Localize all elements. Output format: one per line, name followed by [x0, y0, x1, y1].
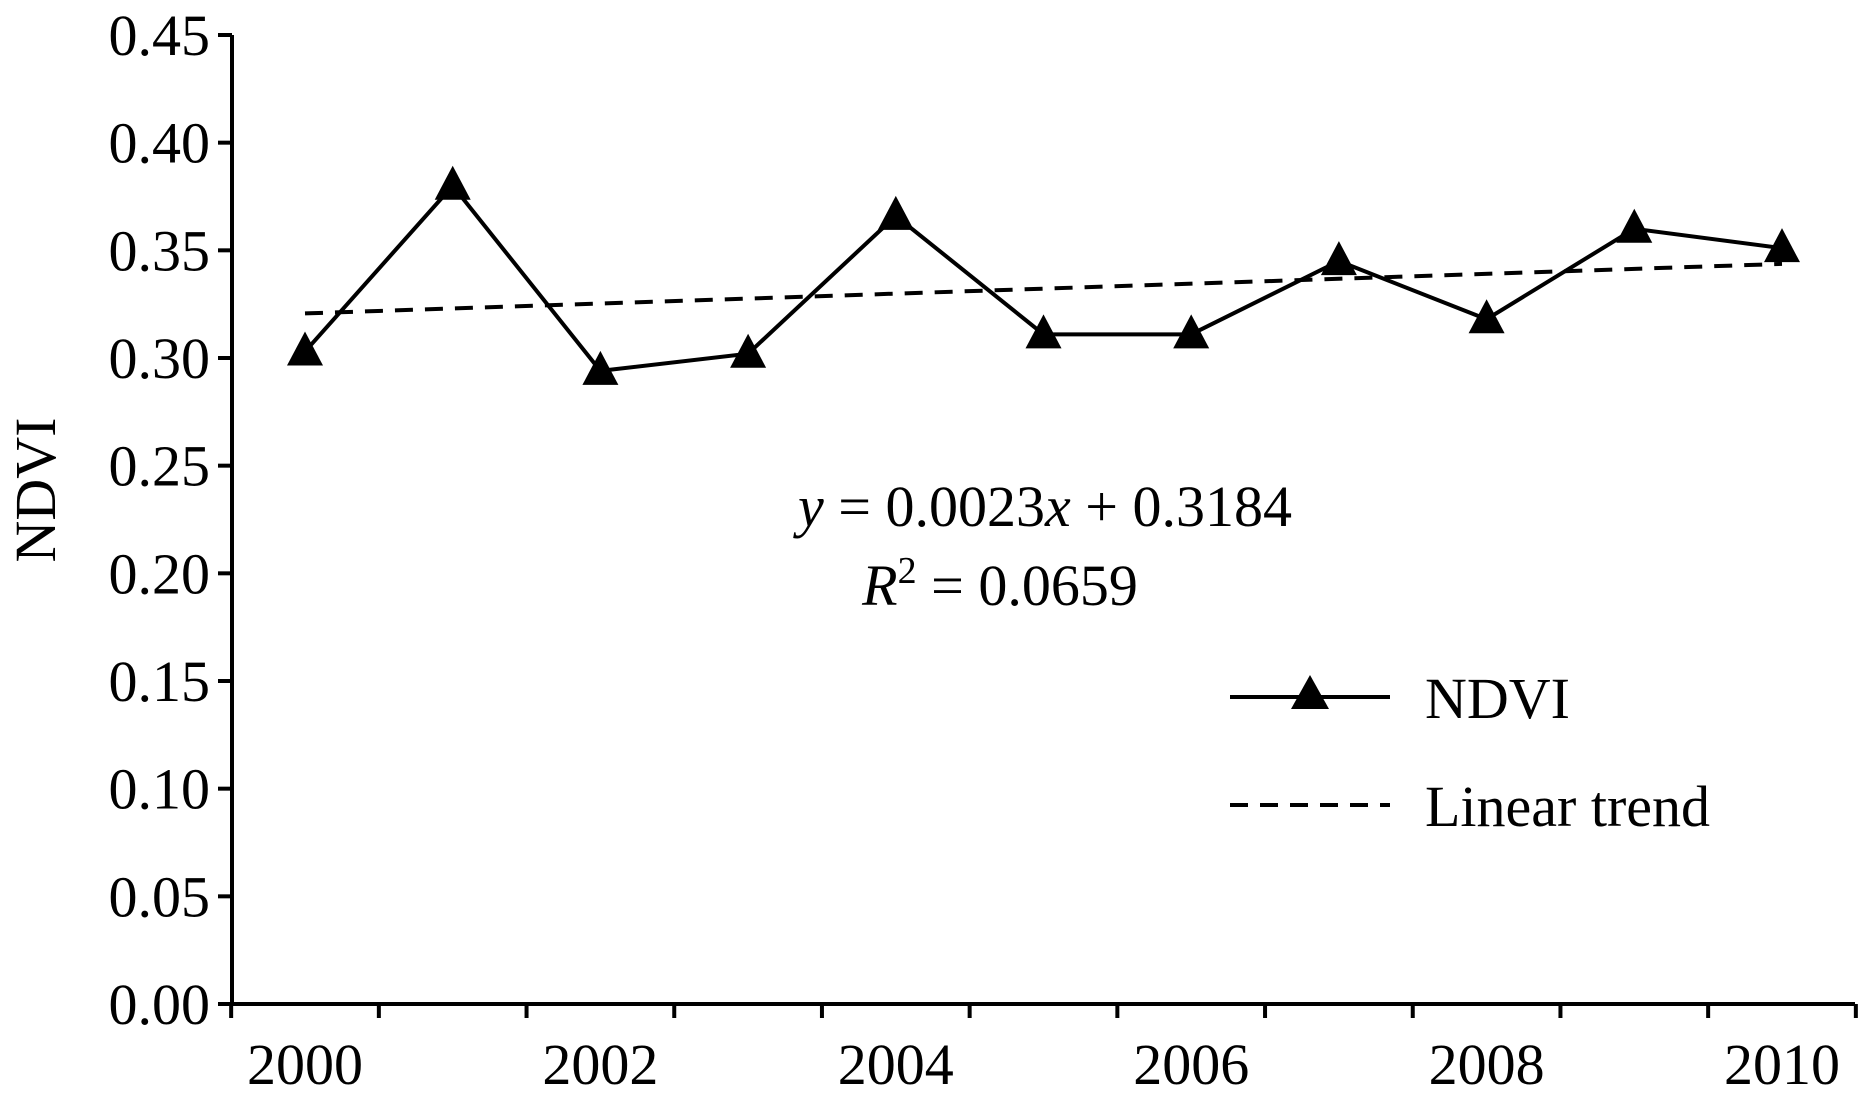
- x-tick-label: 2008: [1429, 1032, 1545, 1097]
- ndvi-point: [1173, 314, 1210, 349]
- r-squared: R2 = 0.0659: [861, 550, 1138, 618]
- y-tick-label: 0.40: [109, 111, 211, 176]
- y-tick-label: 0.35: [109, 218, 211, 283]
- trend-line: [304, 261, 1783, 316]
- x-tick-label: 2006: [1133, 1032, 1249, 1097]
- x-tick-label: 2010: [1724, 1032, 1840, 1097]
- y-tick-label: 0.45: [109, 3, 211, 68]
- y-tick-label: 0.10: [109, 757, 211, 822]
- ndvi-point: [1764, 228, 1800, 263]
- legend: NDVI Linear trend: [1230, 666, 1710, 839]
- ndvi-point: [287, 331, 323, 366]
- y-tick-label: 0.25: [109, 434, 211, 499]
- legend-triangle-marker-icon: [1291, 675, 1329, 709]
- y-tick-label: 0.20: [109, 541, 211, 606]
- axes: [230, 35, 1855, 1006]
- y-tick-label: 0.30: [109, 326, 211, 391]
- ndvi-point: [730, 333, 767, 368]
- legend-item-linear-trend: Linear trend: [1230, 774, 1710, 839]
- y-axis-ticks: 0.00 0.05 0.10 0.15 0.20 0.25 0.30 0.35 0.40 0.45: [109, 3, 232, 1037]
- y-tick-label: 0.05: [109, 864, 211, 929]
- y-tick-label: 0.00: [109, 972, 211, 1037]
- ndvi-point: [1320, 241, 1357, 276]
- x-tick-label: 2000: [247, 1032, 363, 1097]
- x-tick-label: 2002: [542, 1032, 658, 1097]
- ndvi-point: [1468, 299, 1505, 334]
- legend-item-ndvi: NDVI: [1230, 666, 1570, 731]
- ndvi-point: [877, 195, 914, 230]
- y-tick-label: 0.15: [109, 649, 211, 714]
- ndvi-point: [434, 165, 471, 200]
- ndvi-point: [582, 350, 619, 385]
- ndvi-point: [1616, 208, 1653, 243]
- ndvi-series: [287, 165, 1800, 385]
- x-axis-ticks: 2000 2002 2004 2006 2008 2010: [229, 1004, 1858, 1097]
- ndvi-point: [1025, 314, 1062, 349]
- linear-trend-line: [304, 261, 1783, 316]
- legend-trend-label: Linear trend: [1425, 774, 1710, 839]
- legend-ndvi-label: NDVI: [1425, 666, 1570, 731]
- x-tick-label: 2004: [838, 1032, 954, 1097]
- regression-equation: y = 0.0023x + 0.3184: [793, 474, 1292, 539]
- y-axis-label: NDVI: [3, 418, 68, 563]
